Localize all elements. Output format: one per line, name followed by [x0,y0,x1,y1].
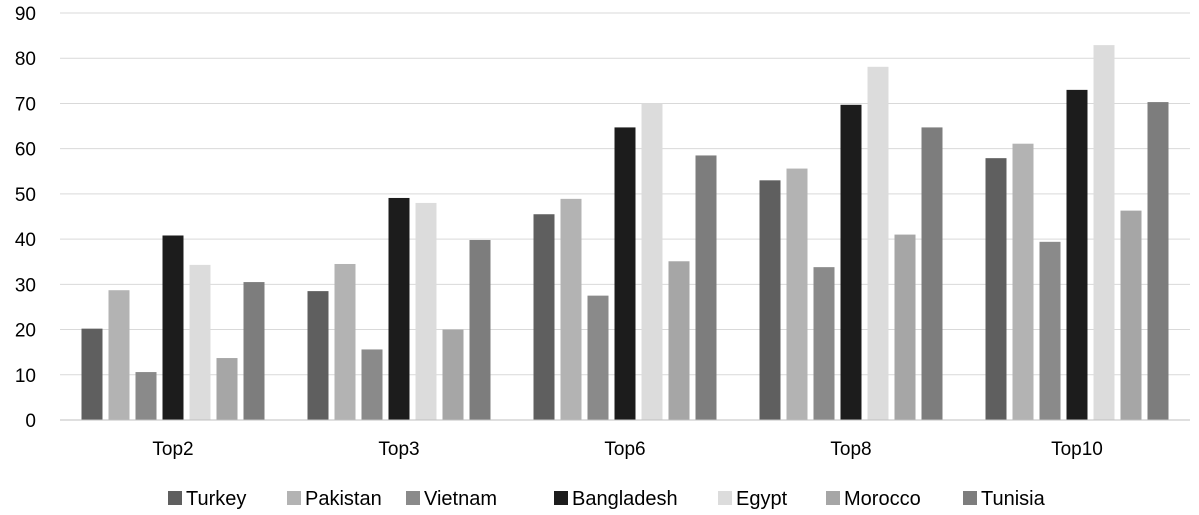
bar-turkey-top6 [533,214,555,420]
bar-egypt-top2 [189,264,211,420]
bar-egypt-top8 [867,66,889,420]
legend: Turkey Pakistan Vietnam Bangladesh Egypt Moro… [168,488,1046,510]
bars [81,45,1169,421]
x-tick-label: Top6 [604,439,645,460]
bar-turkey-top3 [307,291,329,420]
y-tick-label: 80 [15,49,36,70]
y-tick-label: 90 [15,4,36,25]
bar-morocco-top10 [1120,210,1142,420]
bar-tunisia-top10 [1147,102,1169,421]
bar-pakistan-top6 [560,198,582,420]
legend-label-tunisia: Tunisia [981,488,1046,510]
bar-tunisia-top3 [469,240,491,420]
y-tick-label: 60 [15,140,36,161]
bar-vietnam-top2 [135,372,157,420]
bar-egypt-top6 [641,103,663,420]
bar-morocco-top6 [668,261,690,420]
bar-pakistan-top3 [334,263,356,420]
bar-vietnam-top10 [1039,241,1061,420]
bar-morocco-top3 [442,329,464,420]
bar-tunisia-top2 [243,282,265,420]
bar-turkey-top8 [759,180,781,420]
x-tick-label: Top2 [152,439,193,460]
legend-swatch-turkey [168,491,182,505]
bar-vietnam-top8 [813,267,835,420]
x-tick-label: Top8 [830,439,871,460]
legend-swatch-pakistan [287,491,301,505]
legend-label-vietnam: Vietnam [424,488,497,510]
x-axis: Top2 Top3 Top6 Top8 Top10 [60,419,1190,460]
legend-swatch-morocco [826,491,840,505]
y-tick-label: 40 [15,230,36,251]
bar-vietnam-top6 [587,295,609,420]
bar-pakistan-top10 [1012,143,1034,421]
bar-bangladesh-top2 [162,235,184,420]
legend-swatch-vietnam [406,491,420,505]
bar-morocco-top8 [894,234,916,420]
bar-pakistan-top8 [786,168,808,420]
x-tick-label: Top10 [1051,439,1103,460]
legend-label-morocco: Morocco [844,488,921,510]
legend-label-bangladesh: Bangladesh [572,488,678,510]
bar-turkey-top2 [81,328,103,420]
bar-vietnam-top3 [361,349,383,420]
bar-morocco-top2 [216,358,238,420]
y-tick-label: 0 [25,411,36,432]
legend-label-pakistan: Pakistan [305,488,382,510]
x-tick-label: Top3 [378,439,419,460]
bar-bangladesh-top8 [840,104,862,420]
y-tick-label: 30 [15,275,36,296]
bar-egypt-top10 [1093,45,1115,420]
bar-bangladesh-top3 [388,197,410,420]
bar-pakistan-top2 [108,290,130,420]
y-tick-label: 70 [15,94,36,115]
legend-swatch-tunisia [963,491,977,505]
legend-label-turkey: Turkey [186,488,246,510]
bar-tunisia-top6 [695,155,717,420]
bar-turkey-top10 [985,158,1007,420]
y-tick-label: 20 [15,321,36,342]
bar-tunisia-top8 [921,127,943,420]
y-tick-label: 10 [15,366,36,387]
bar-bangladesh-top6 [614,127,636,420]
y-axis: 0 10 20 30 40 50 60 70 80 90 [15,4,36,432]
legend-swatch-egypt [718,491,732,505]
bar-bangladesh-top10 [1066,89,1088,420]
legend-swatch-bangladesh [554,491,568,505]
y-tick-label: 50 [15,185,36,206]
legend-label-egypt: Egypt [736,488,788,510]
bar-egypt-top3 [415,202,437,420]
